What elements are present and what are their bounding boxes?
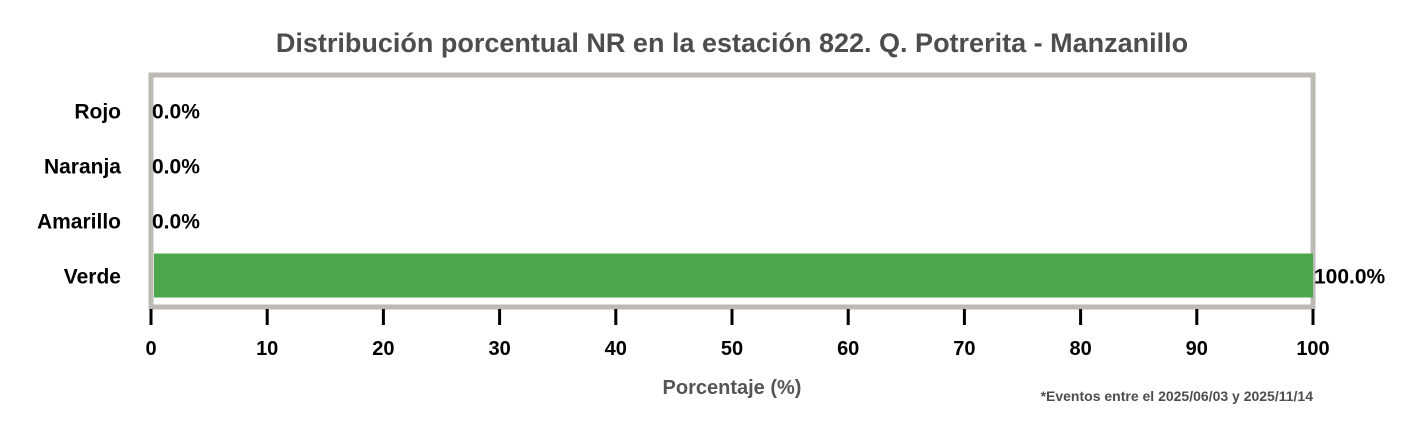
category-label-naranja: Naranja	[44, 156, 121, 179]
value-label-rojo: 0.0%	[152, 101, 200, 124]
x-axis-label: Porcentaje (%)	[663, 377, 802, 399]
x-tick-label: 70	[953, 338, 975, 360]
bar-verde	[154, 253, 1313, 298]
x-tick-label: 40	[605, 338, 627, 360]
x-tick-label: 0	[145, 338, 156, 360]
value-label-verde: 100.0%	[1314, 266, 1386, 289]
category-label-rojo: Rojo	[74, 101, 121, 124]
x-tick-label: 30	[488, 338, 510, 360]
value-labels: 0.0% 0.0% 0.0% 100.0%	[152, 101, 1386, 289]
bars-group	[154, 253, 1313, 298]
x-tick-label: 20	[372, 338, 394, 360]
x-tick-label: 100	[1296, 338, 1329, 360]
x-tick-label: 80	[1069, 338, 1091, 360]
x-tick-label: 60	[837, 338, 859, 360]
x-tick-label: 10	[256, 338, 278, 360]
value-label-naranja: 0.0%	[152, 156, 200, 179]
category-labels: Rojo Naranja Amarillo Verde	[37, 101, 121, 289]
x-tick-label: 50	[721, 338, 743, 360]
footnote: *Eventos entre el 2025/06/03 y 2025/11/1…	[1041, 388, 1314, 404]
x-axis-ticks: 0 10 20 30 40 50 60 70 80 90 100	[145, 309, 1330, 360]
value-label-amarillo: 0.0%	[152, 211, 200, 234]
x-tick-label: 90	[1186, 338, 1208, 360]
category-label-amarillo: Amarillo	[37, 211, 121, 234]
category-label-verde: Verde	[64, 266, 121, 289]
chart-title: Distribución porcentual NR en la estació…	[276, 28, 1188, 58]
